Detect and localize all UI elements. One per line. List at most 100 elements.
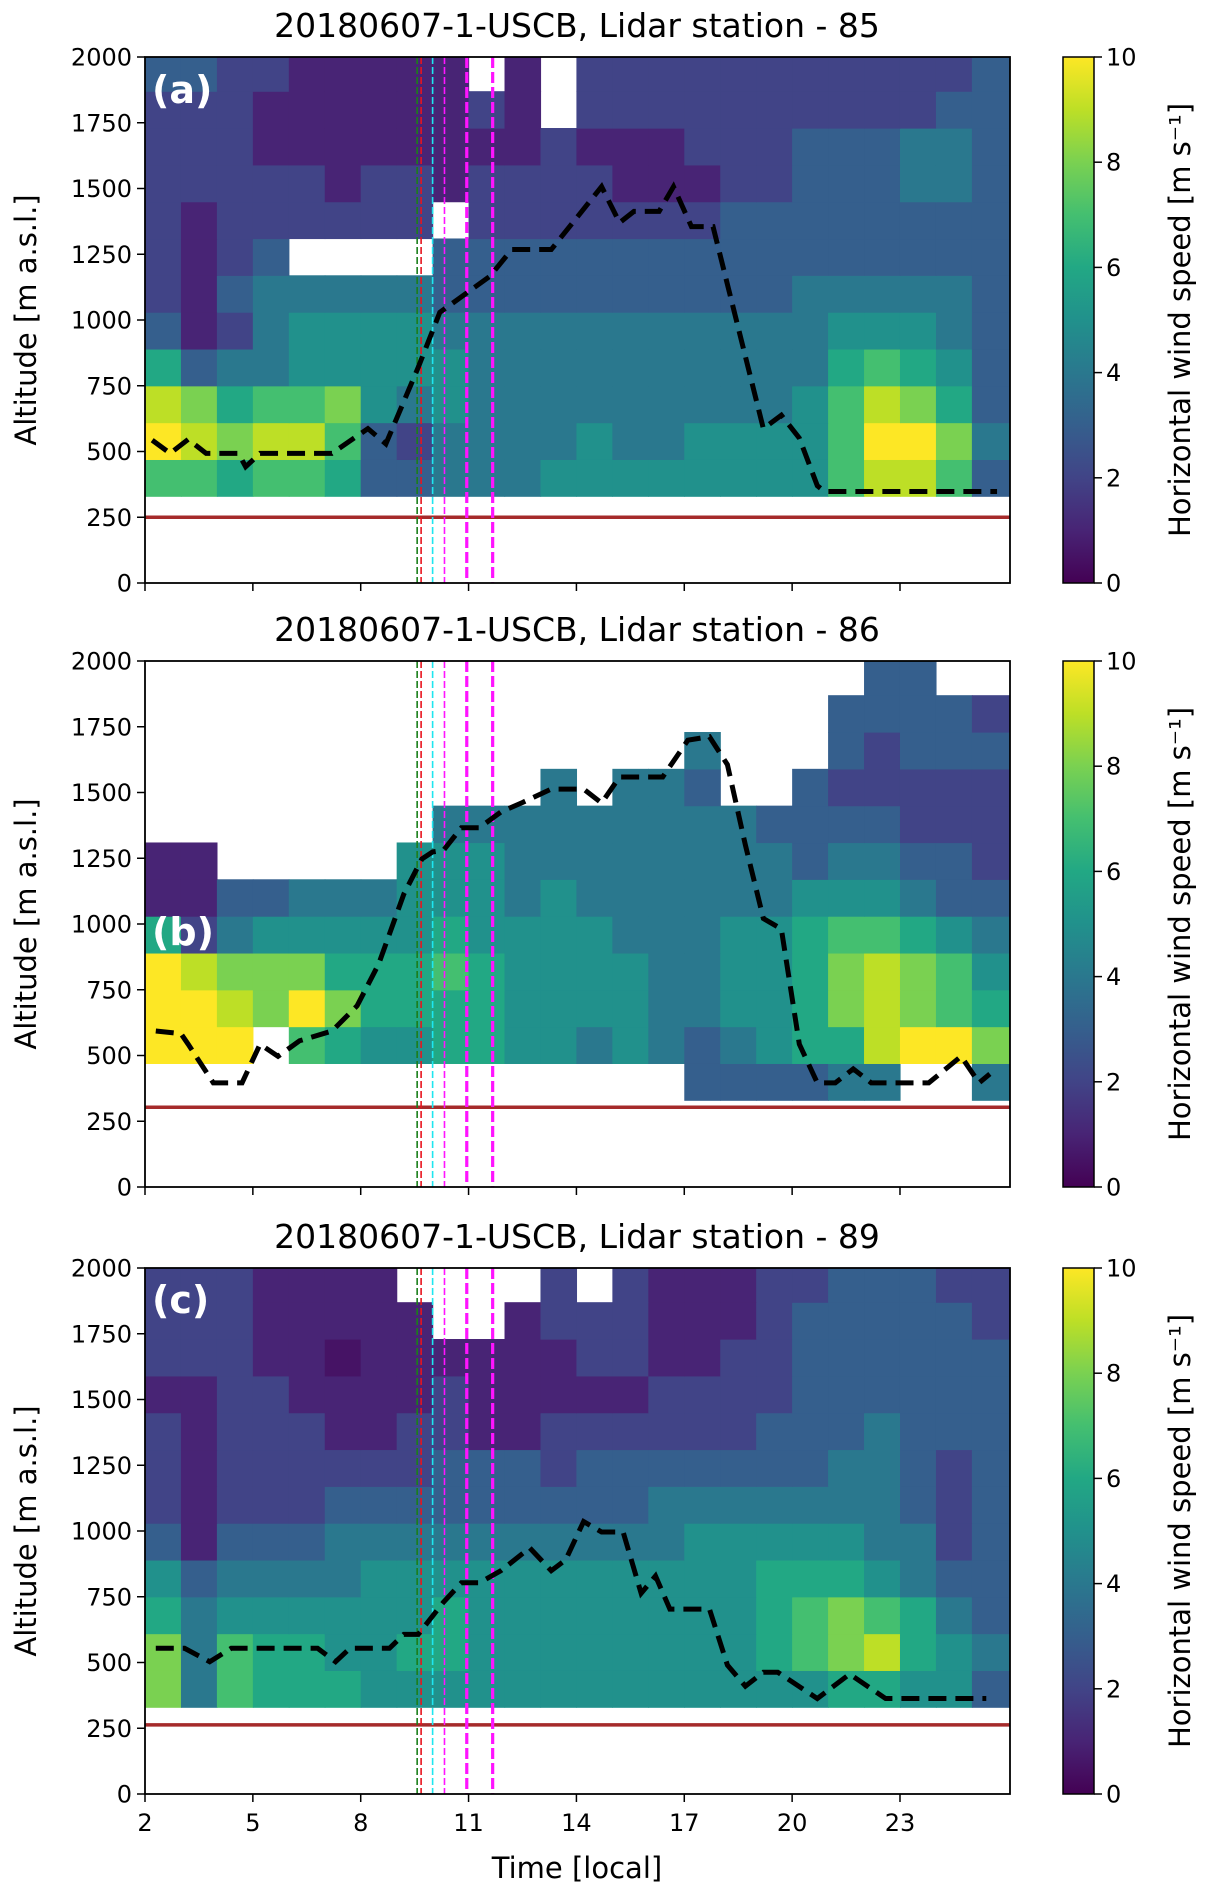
heatmap-cell [468,422,506,460]
heatmap-cell [971,732,1010,770]
heatmap-cell [864,385,901,424]
heatmap-cell [612,1449,649,1487]
heatmap-cell [756,1559,793,1598]
heatmap-cell [792,201,829,240]
heatmap-cell [720,1412,757,1451]
heatmap-cell [504,1596,542,1635]
panel-b: 0 250 500 750 1000 1250 1500 1750 2000 20180607-1… [9,610,1197,1202]
heatmap-cell [684,1486,721,1524]
heatmap-cell [468,164,506,203]
heatmap-cell [648,312,685,350]
heatmap-cell [216,1559,254,1598]
y-tick-label: 2000 [71,648,132,676]
heatmap-cell [612,1375,649,1414]
heatmap-cell [576,1486,613,1524]
heatmap-cell [145,275,182,313]
heatmap-cell [432,879,470,917]
heatmap-cell [145,1268,182,1303]
heatmap-cell [828,1449,865,1487]
heatmap-cell [828,1026,865,1064]
heatmap-cell [864,732,901,770]
heatmap-cell [935,842,973,880]
heatmap-cell [504,1339,542,1377]
colorbar-label: Horizontal wind speed [m s⁻¹] [1163,707,1197,1141]
heatmap-cell [576,989,613,1028]
heatmap-cell [612,201,649,240]
heatmap-cell [145,1302,182,1340]
heatmap-cell [180,916,218,954]
heatmap-cell [432,57,470,92]
colorbar-tick-label: 10 [1106,648,1137,676]
heatmap-cell [252,1302,290,1340]
heatmap-cell [756,422,793,460]
heatmap-cell [720,1302,757,1340]
heatmap-cell [612,1596,649,1635]
heatmap-cell [648,91,685,129]
heatmap-cell [396,989,434,1028]
heatmap-cell [180,459,218,497]
heatmap-cell [360,91,398,129]
heatmap-cell [576,879,613,917]
heatmap-cell [216,312,254,350]
heatmap-cell [864,348,901,387]
heatmap-cell [396,57,434,92]
heatmap-cell [180,348,218,387]
heatmap-cell [540,1486,578,1524]
heatmap-cell [792,1486,829,1524]
heatmap-cell [432,916,470,954]
heatmap-cell [612,422,649,460]
heatmap-cell [252,1670,290,1708]
heatmap-cell [828,695,865,733]
colorbar-label: Horizontal wind speed [m s⁻¹] [1163,1314,1197,1748]
y-tick-label: 500 [86,438,132,466]
heatmap-cell [899,1633,937,1671]
heatmap-cell [935,768,973,807]
heatmap-cell [288,1375,326,1414]
heatmap-cell [576,1026,613,1064]
y-tick-label: 1250 [71,1452,132,1480]
heatmap-cell [648,201,685,240]
heatmap-cell [612,805,649,844]
heatmap-cell [756,57,793,92]
heatmap-cell [756,1026,793,1064]
heatmap-cell [576,1339,613,1377]
heatmap-cell [935,275,973,313]
heatmap-cell [648,768,685,807]
heatmap-cell [180,1670,218,1708]
heatmap-cell [935,128,973,166]
heatmap-cell [756,805,793,844]
boundary-layer-height-line [155,734,992,1087]
heatmap-cell [864,1268,901,1303]
heatmap-cell [145,128,182,166]
heatmap-cell [864,1633,901,1671]
heatmap-cell [216,57,254,92]
heatmap-cell [612,768,649,807]
y-tick-label: 2000 [71,1255,132,1283]
heatmap-cell [252,91,290,129]
heatmap-cell [324,128,362,166]
heatmap-cell [396,1486,434,1524]
heatmap-cell [360,164,398,203]
heatmap-cell [971,1633,1010,1671]
heatmap-cell [935,1268,973,1303]
heatmap-cell [684,1633,721,1671]
heatmap-cell [612,128,649,166]
heatmap-cell [756,1063,793,1101]
heatmap-cell [684,1523,721,1561]
heatmap-cell [935,952,973,991]
y-tick-label: 500 [86,1042,132,1070]
y-tick-label: 750 [86,372,132,400]
heatmap-cell [468,1633,506,1671]
heatmap-cell [792,91,829,129]
heatmap-cell [864,312,901,350]
heatmap-cell [396,1559,434,1598]
colorbar-tick-label: 8 [1106,1360,1121,1388]
heatmap-cell [792,1633,829,1671]
heatmap-cell [971,91,1010,129]
heatmap-cell [396,916,434,954]
heatmap-cell [432,1026,470,1064]
heatmap-cell [792,952,829,991]
heatmap-cell [288,1412,326,1451]
heatmap-cell [540,1670,578,1708]
heatmap-cell [792,1523,829,1561]
